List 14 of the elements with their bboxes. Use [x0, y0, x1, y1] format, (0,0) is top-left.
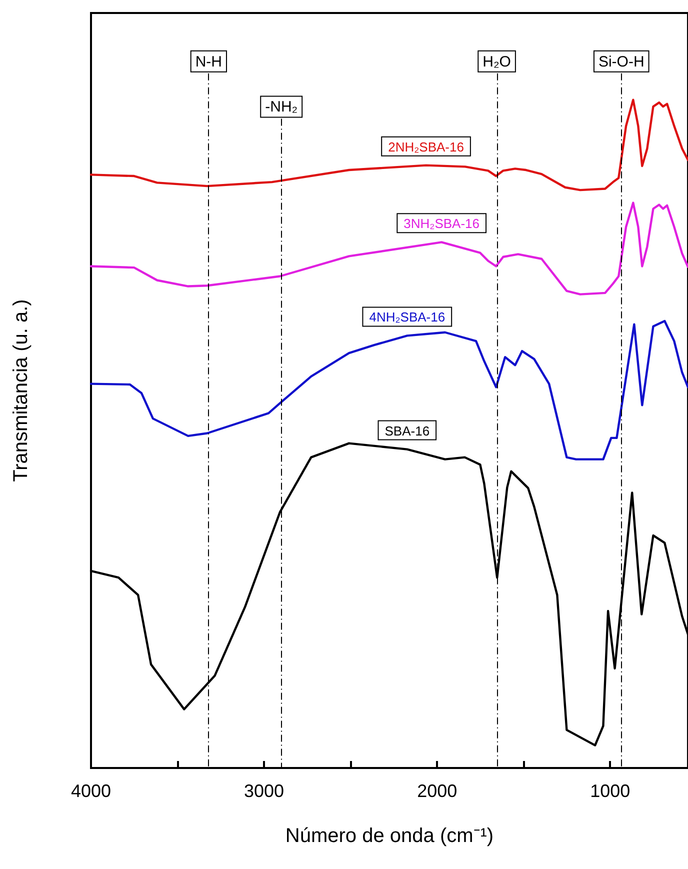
series-label: 2NH₂SBA-16: [388, 139, 464, 154]
x-tick-label: 3000: [244, 781, 284, 801]
x-tick-label: 1000: [590, 781, 630, 801]
series-label: 4NH₂SBA-16: [369, 310, 446, 325]
series-label: 3NH₂SBA-16: [404, 216, 480, 232]
x-tick-label: 4000: [70, 781, 112, 801]
ref-line-label: Si-O-H: [598, 53, 644, 70]
series-label: SBA-16: [384, 423, 430, 438]
ref-line-label: -NH₂: [265, 98, 298, 116]
y-axis-title: Transmitancia (u. a.): [10, 299, 32, 482]
ref-line-label: N-H: [195, 53, 222, 70]
x-axis-title: Número de onda (cm⁻¹): [285, 825, 494, 847]
ref-line-label: H₂O: [482, 53, 511, 70]
x-tick-label: 2000: [417, 781, 458, 801]
